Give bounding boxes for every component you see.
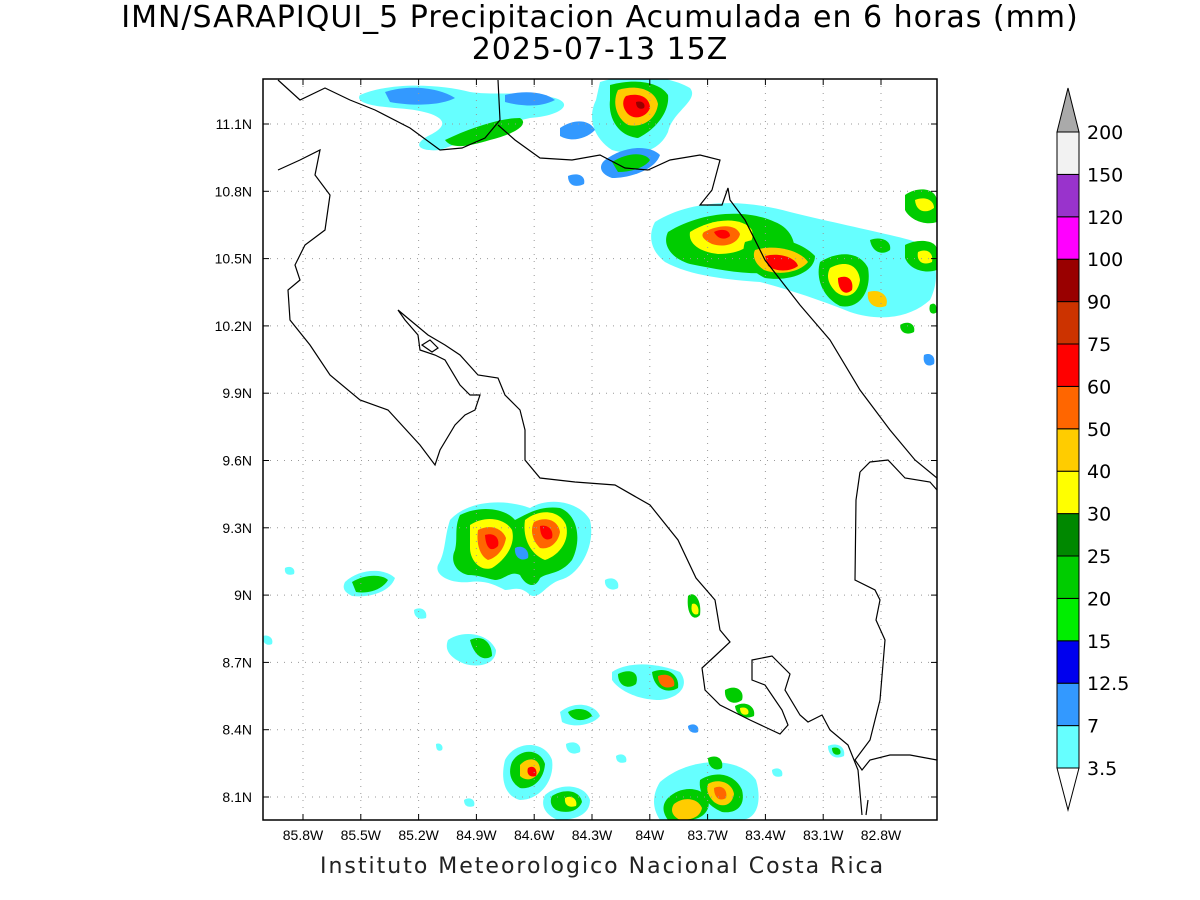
lat-tick-label: 8.4N <box>222 722 252 738</box>
coastlines <box>277 79 937 816</box>
lon-tick-label: 85.2W <box>398 827 439 843</box>
lon-tick-label: 83.4W <box>745 827 786 843</box>
lat-lon-grid <box>263 79 937 820</box>
colorbar-swatch <box>1056 682 1080 727</box>
colorbar: 3.5 7 12.5 15 20 25 30 40 50 60 75 90 100 120 150 200 <box>1056 87 1129 812</box>
colorbar-level-label: 120 <box>1087 207 1123 229</box>
colorbar-swatch <box>1056 385 1080 430</box>
lon-tick-label: 83.7W <box>687 827 728 843</box>
colorbar-swatch <box>1056 725 1080 769</box>
lat-tick-label: 8.1N <box>222 789 252 805</box>
colorbar-level-label: 20 <box>1087 588 1111 610</box>
colorbar-level-label: 25 <box>1087 546 1111 568</box>
colorbar-level-label: 90 <box>1087 292 1111 314</box>
precipitation-fields <box>263 79 937 820</box>
colorbar-level-label: 75 <box>1087 334 1111 356</box>
lon-tick-label: 83.1W <box>803 827 844 843</box>
colorbar-level-label: 60 <box>1087 376 1111 398</box>
colorbar-level-label: 100 <box>1087 249 1123 271</box>
rain-cell-nicaragua-border <box>505 79 693 186</box>
colorbar-level-label: 7 <box>1087 716 1099 738</box>
colorbar-level-label: 50 <box>1087 419 1111 441</box>
lat-tick-label: 10.5N <box>215 251 252 267</box>
lon-tick-label: 85.8W <box>283 827 324 843</box>
colorbar-swatch <box>1056 640 1080 684</box>
lat-tick-label: 11.1N <box>216 116 252 132</box>
map-title: IMN/SARAPIQUI_5 Precipitacion Acumulada … <box>121 0 1079 35</box>
lon-tick-label: 84.3W <box>572 827 613 843</box>
colorbar-level-label: 40 <box>1087 461 1111 483</box>
colorbar-swatch <box>1056 513 1080 557</box>
colorbar-level-label: 200 <box>1087 122 1123 144</box>
lat-tick-label: 10.8N <box>215 183 252 199</box>
colorbar-level-label: 30 <box>1087 504 1111 526</box>
lat-tick-label: 9.3N <box>222 520 252 536</box>
lat-tick-label: 10.2N <box>215 318 252 334</box>
axis-labels: 85.8W 85.5W 85.2W 84.9W 84.6W 84.3W 84W 83.7W 83… <box>215 116 902 843</box>
colorbar-level-label: 15 <box>1087 631 1111 653</box>
colorbar-swatch <box>1056 301 1080 345</box>
colorbar-swatch <box>1056 470 1080 515</box>
lon-tick-label: 84.6W <box>514 827 555 843</box>
colorbar-swatch <box>1056 343 1080 387</box>
colorbar-swatch <box>1056 555 1080 599</box>
colorbar-swatch <box>1056 597 1080 642</box>
colorbar-overflow-arrow <box>1056 87 1080 133</box>
rain-cell-central-pacific <box>263 501 701 666</box>
lon-tick-label: 85.5W <box>341 827 382 843</box>
footer-credit: Instituto Meteorologico Nacional Costa R… <box>320 854 886 879</box>
map-subtitle-date: 2025-07-13 15Z <box>471 32 729 67</box>
map-frame <box>262 78 938 821</box>
lat-tick-label: 8.7N <box>222 654 252 670</box>
colorbar-level-label: 12.5 <box>1087 673 1129 695</box>
colorbar-level-label: 3.5 <box>1087 758 1117 780</box>
colorbar-swatch <box>1056 173 1080 218</box>
lon-tick-label: 84.9W <box>456 827 497 843</box>
colorbar-level-label: 150 <box>1087 164 1123 186</box>
colorbar-swatch <box>1056 428 1080 472</box>
lat-tick-label: 9.6N <box>222 453 252 469</box>
rain-cell-caribbean-band <box>651 189 937 366</box>
lat-tick-label: 9.9N <box>222 385 252 401</box>
rain-cell-south <box>436 664 845 820</box>
lon-tick-label: 82.8W <box>861 827 902 843</box>
colorbar-swatch <box>1056 258 1080 303</box>
colorbar-swatch <box>1056 216 1080 260</box>
colorbar-swatch <box>1056 131 1080 175</box>
colorbar-underflow-arrow <box>1056 767 1080 812</box>
lon-tick-label: 84W <box>635 827 665 843</box>
lat-tick-label: 9N <box>234 587 252 603</box>
